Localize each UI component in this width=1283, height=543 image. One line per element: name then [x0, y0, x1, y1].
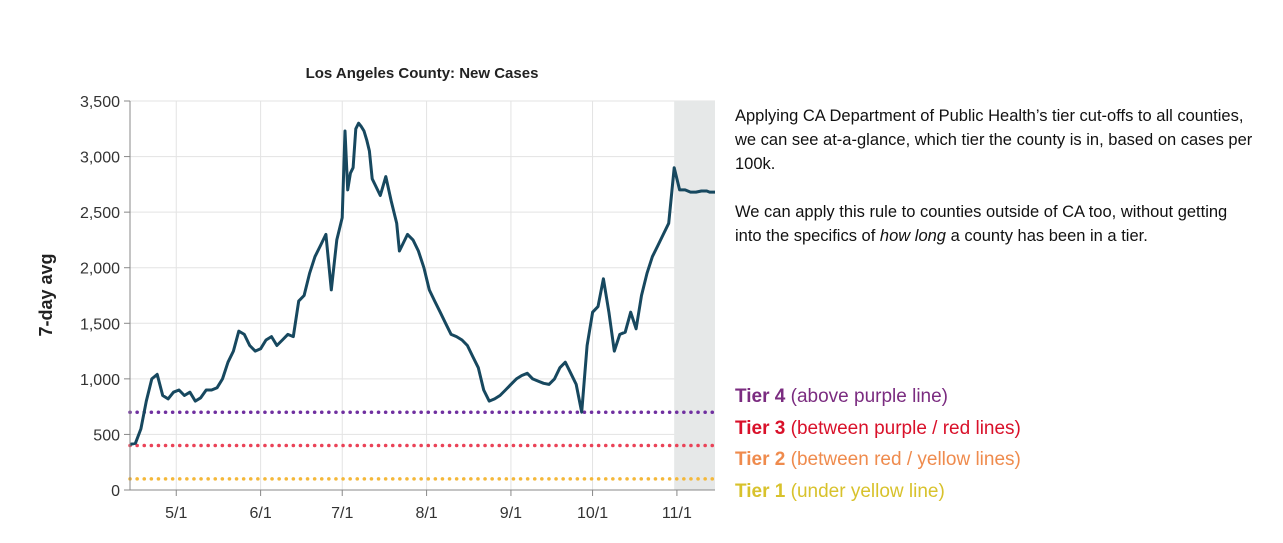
- series-line: [129, 121, 715, 446]
- line-chart: 0 500 1,000 1,500 2,000 2,500 3,000 3,500 5/1 6/…: [36, 65, 717, 522]
- axes: [129, 101, 715, 491]
- x-tick-label: 11/1: [662, 505, 692, 522]
- y-tick-label: 1,500: [80, 316, 120, 333]
- y-tick-label: 0: [111, 483, 120, 500]
- y-tick-label: 3,000: [80, 150, 120, 167]
- tier-4-desc: (above purple line): [785, 386, 949, 407]
- chart-title: Los Angeles County: New Cases: [306, 65, 539, 82]
- shaded-region: [674, 101, 715, 490]
- description-text: We can apply this rule to counties outsi…: [735, 203, 1228, 245]
- y-axis-label: 7-day avg: [36, 253, 56, 336]
- description-paragraph-2: We can apply this rule to counties outsi…: [735, 200, 1255, 248]
- tier-2-desc: (between red / yellow lines): [785, 449, 1021, 470]
- y-tick-label: 3,500: [80, 94, 120, 111]
- tier-3-desc: (between purple / red lines): [785, 417, 1021, 439]
- y-tick-label: 2,500: [80, 205, 120, 222]
- x-tick-label: 10/1: [577, 505, 608, 522]
- tier-4-row: Tier 4 (above purple line): [735, 381, 1255, 413]
- x-tick-label: 8/1: [415, 505, 437, 522]
- description-emphasis: how long: [879, 227, 946, 245]
- description-paragraph-1: Applying CA Department of Public Health’…: [735, 107, 1253, 173]
- tier-legend: Tier 4 (above purple line) Tier 3 (betwe…: [735, 381, 1255, 507]
- tier-2-name: Tier 2: [735, 449, 786, 470]
- x-axis-ticks: 5/1 6/1 7/1 8/1 9/1 10/1 11/1: [165, 490, 692, 522]
- y-tick-label: 2,000: [80, 261, 120, 278]
- description: Applying CA Department of Public Health’…: [735, 104, 1255, 272]
- x-tick-label: 6/1: [249, 505, 271, 522]
- tier-1-name: Tier 1: [735, 480, 786, 502]
- x-tick-label: 9/1: [500, 505, 522, 522]
- x-tick-label: 7/1: [331, 505, 353, 522]
- tier-2-row: Tier 2 (between red / yellow lines): [735, 444, 1255, 476]
- description-text: a county has been in a tier.: [945, 227, 1148, 245]
- y-tick-label: 500: [93, 427, 120, 444]
- tier-3-row: Tier 3 (between purple / red lines): [735, 413, 1255, 445]
- gridlines: [130, 100, 715, 491]
- x-tick-label: 5/1: [165, 505, 187, 522]
- reference-lines: [128, 410, 717, 481]
- tier-4-name: Tier 4: [735, 386, 786, 407]
- tier-3-name: Tier 3: [735, 417, 786, 439]
- tier-1-row: Tier 1 (under yellow line): [735, 476, 1255, 508]
- tier-1-desc: (under yellow line): [785, 480, 945, 502]
- y-tick-label: 1,000: [80, 372, 120, 389]
- y-axis-ticks: 0 500 1,000 1,500 2,000 2,500 3,000 3,500: [80, 94, 130, 500]
